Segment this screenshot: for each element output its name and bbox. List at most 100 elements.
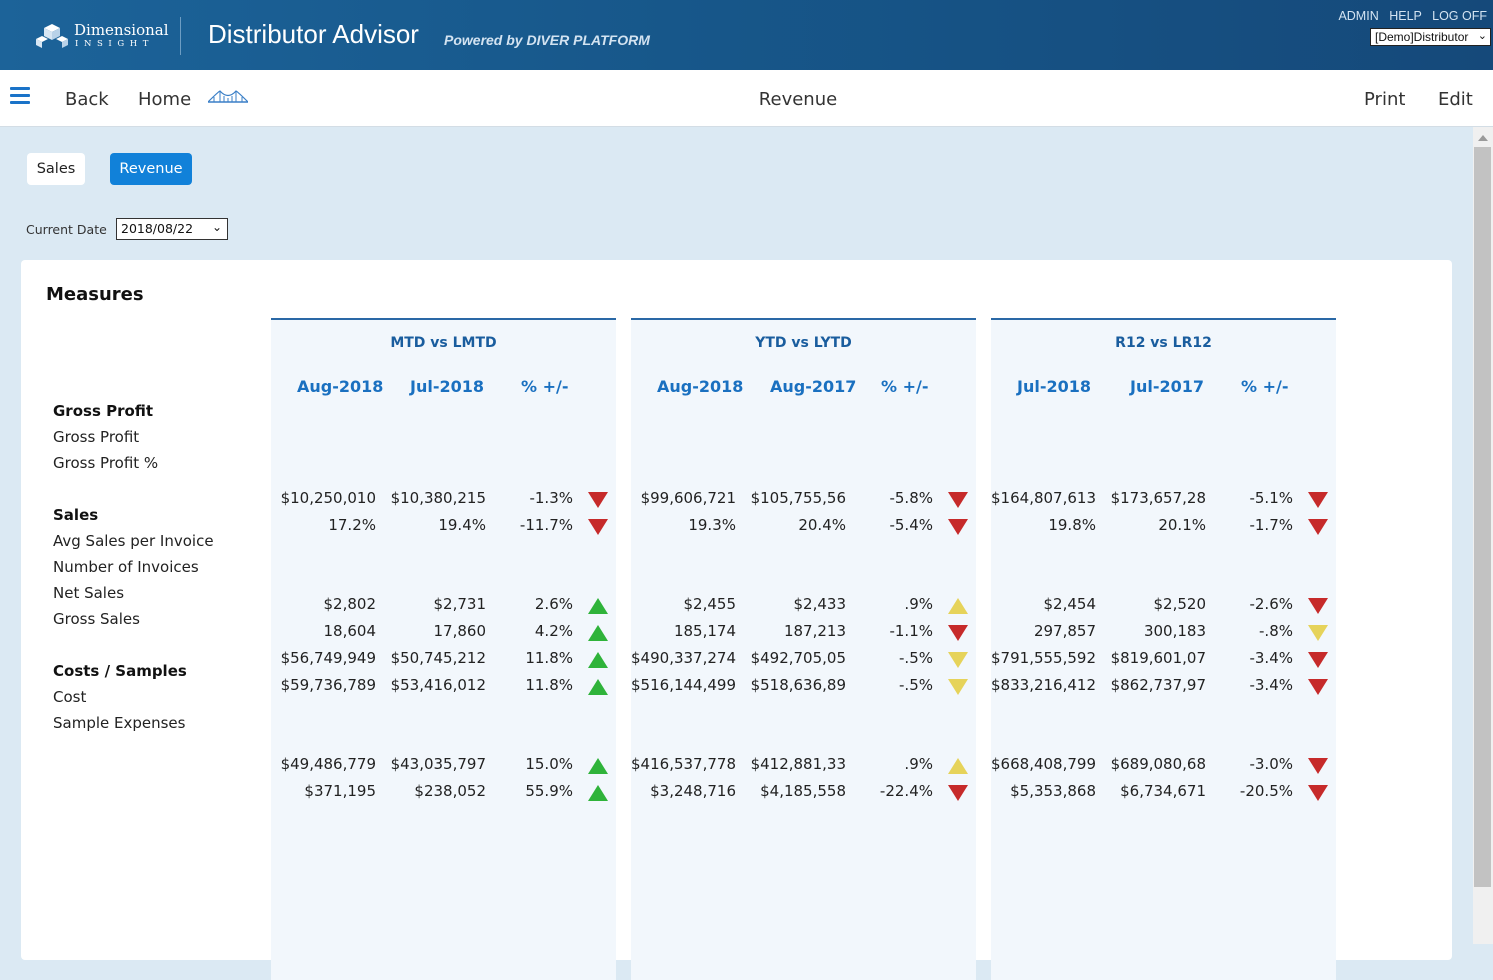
value-cell[interactable]: -1.7%: [1249, 516, 1293, 534]
value-cell[interactable]: $2,455: [683, 595, 737, 613]
value-cell[interactable]: -22.4%: [879, 782, 933, 800]
value-cell[interactable]: 19.4%: [438, 516, 486, 534]
value-cell[interactable]: $99,606,721: [640, 489, 736, 507]
back-link[interactable]: Back: [65, 89, 109, 110]
tab-revenue[interactable]: Revenue: [110, 153, 192, 185]
value-cell[interactable]: $791,555,592: [991, 649, 1096, 667]
menu-icon[interactable]: [10, 87, 30, 104]
log-off-link[interactable]: LOG OFF: [1432, 9, 1487, 23]
value-cell[interactable]: -3.4%: [1249, 676, 1293, 694]
measure-gross-profit[interactable]: Gross Profit: [53, 428, 140, 446]
value-cell[interactable]: -.5%: [899, 676, 933, 694]
column-header[interactable]: Aug-2017: [770, 377, 857, 396]
value-cell[interactable]: 20.1%: [1158, 516, 1206, 534]
value-cell[interactable]: $416,537,778: [631, 755, 736, 773]
value-cell[interactable]: $53,416,012: [390, 676, 486, 694]
measure-net-sales[interactable]: Net Sales: [53, 584, 125, 602]
scroll-up-arrow-icon[interactable]: [1478, 135, 1488, 141]
value-cell[interactable]: $56,749,949: [280, 649, 376, 667]
value-cell[interactable]: 300,183: [1143, 622, 1206, 640]
value-cell[interactable]: $59,736,789: [280, 676, 376, 694]
value-cell[interactable]: -5.1%: [1249, 489, 1293, 507]
value-cell[interactable]: 15.0%: [525, 755, 573, 773]
scroll-thumb[interactable]: [1474, 147, 1491, 887]
value-cell[interactable]: 55.9%: [525, 782, 573, 800]
value-cell[interactable]: -11.7%: [519, 516, 573, 534]
column-header[interactable]: Jul-2017: [1130, 377, 1204, 396]
value-cell[interactable]: $492,705,05: [750, 649, 846, 667]
value-cell[interactable]: $862,737,97: [1110, 676, 1206, 694]
value-cell[interactable]: $668,408,799: [991, 755, 1096, 773]
value-cell[interactable]: $819,601,07: [1110, 649, 1206, 667]
tab-sales[interactable]: Sales: [27, 153, 85, 185]
value-cell[interactable]: $516,144,499: [631, 676, 736, 694]
value-cell[interactable]: 185,174: [673, 622, 736, 640]
distributor-select[interactable]: [Demo]Distributor ⌄: [1370, 28, 1491, 46]
value-cell[interactable]: $50,745,212: [390, 649, 486, 667]
value-cell[interactable]: 2.6%: [534, 595, 573, 613]
column-header[interactable]: Aug-2018: [297, 377, 384, 396]
value-cell[interactable]: .9%: [904, 595, 933, 613]
admin-link[interactable]: ADMIN: [1338, 9, 1379, 23]
value-cell[interactable]: $43,035,797: [390, 755, 486, 773]
value-cell[interactable]: -20.5%: [1239, 782, 1293, 800]
measure-avg-sales-per-invoice[interactable]: Avg Sales per Invoice: [53, 532, 214, 550]
value-cell[interactable]: $412,881,33: [750, 755, 846, 773]
value-cell[interactable]: $2,731: [433, 595, 487, 613]
value-cell[interactable]: -1.1%: [889, 622, 933, 640]
value-cell[interactable]: $2,433: [793, 595, 847, 613]
value-cell[interactable]: $3,248,716: [650, 782, 736, 800]
column-header[interactable]: Jul-2018: [1017, 377, 1091, 396]
column-header[interactable]: % +/-: [1241, 377, 1289, 396]
value-cell[interactable]: $490,337,274: [631, 649, 736, 667]
value-cell[interactable]: -5.4%: [889, 516, 933, 534]
value-cell[interactable]: $2,520: [1153, 595, 1207, 613]
value-cell[interactable]: -.8%: [1259, 622, 1293, 640]
value-cell[interactable]: 20.4%: [798, 516, 846, 534]
column-header[interactable]: % +/-: [521, 377, 569, 396]
value-cell[interactable]: 18,604: [323, 622, 377, 640]
value-cell[interactable]: 11.8%: [525, 676, 573, 694]
current-date-select[interactable]: 2018/08/22 ⌄: [116, 218, 228, 240]
measure-number-of-invoices[interactable]: Number of Invoices: [53, 558, 199, 576]
value-cell[interactable]: 297,857: [1033, 622, 1096, 640]
column-header[interactable]: Aug-2018: [657, 377, 744, 396]
value-cell[interactable]: 187,213: [783, 622, 846, 640]
dimensional-insight-logo[interactable]: Dimensional INSIGHT: [36, 18, 176, 52]
value-cell[interactable]: $371,195: [304, 782, 376, 800]
value-cell[interactable]: $164,807,613: [991, 489, 1096, 507]
value-cell[interactable]: $2,802: [323, 595, 377, 613]
value-cell[interactable]: 19.3%: [688, 516, 736, 534]
measure-gross-sales[interactable]: Gross Sales: [53, 610, 140, 628]
value-cell[interactable]: $518,636,89: [750, 676, 846, 694]
value-cell[interactable]: $105,755,56: [750, 489, 846, 507]
value-cell[interactable]: $2,454: [1043, 595, 1097, 613]
edit-link[interactable]: Edit: [1438, 89, 1473, 110]
value-cell[interactable]: -5.8%: [889, 489, 933, 507]
value-cell[interactable]: $49,486,779: [280, 755, 376, 773]
value-cell[interactable]: $4,185,558: [760, 782, 846, 800]
print-link[interactable]: Print: [1364, 89, 1406, 110]
value-cell[interactable]: 4.2%: [534, 622, 573, 640]
value-cell[interactable]: $10,380,215: [390, 489, 486, 507]
value-cell[interactable]: -3.0%: [1249, 755, 1293, 773]
value-cell[interactable]: 11.8%: [525, 649, 573, 667]
bridge-icon[interactable]: [208, 89, 248, 107]
value-cell[interactable]: -3.4%: [1249, 649, 1293, 667]
value-cell[interactable]: $238,052: [414, 782, 486, 800]
measure-cost[interactable]: Cost: [53, 688, 87, 706]
help-link[interactable]: HELP: [1389, 9, 1422, 23]
value-cell[interactable]: -.5%: [899, 649, 933, 667]
value-cell[interactable]: $10,250,010: [280, 489, 376, 507]
value-cell[interactable]: .9%: [904, 755, 933, 773]
value-cell[interactable]: $173,657,28: [1110, 489, 1206, 507]
value-cell[interactable]: $833,216,412: [991, 676, 1096, 694]
value-cell[interactable]: $5,353,868: [1010, 782, 1096, 800]
column-header[interactable]: Jul-2018: [410, 377, 484, 396]
column-header[interactable]: % +/-: [881, 377, 929, 396]
value-cell[interactable]: 17.2%: [328, 516, 376, 534]
home-link[interactable]: Home: [138, 89, 192, 110]
value-cell[interactable]: -1.3%: [529, 489, 573, 507]
value-cell[interactable]: $6,734,671: [1120, 782, 1206, 800]
page-scrollbar[interactable]: [1473, 127, 1493, 944]
